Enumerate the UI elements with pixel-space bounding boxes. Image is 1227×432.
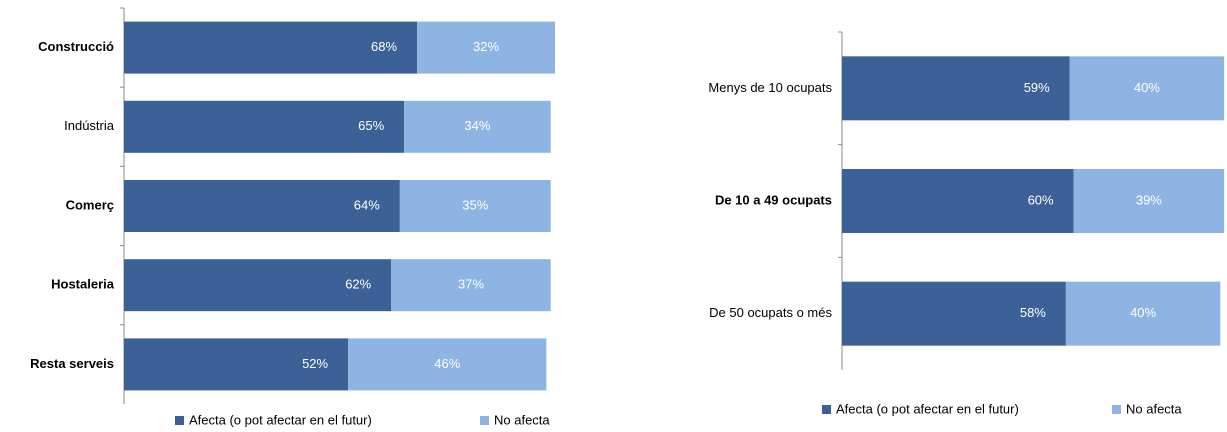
bar-segment (124, 259, 392, 312)
data-label: 46% (434, 356, 460, 371)
y-tick-label: De 50 ocupats o més (709, 305, 832, 320)
legend-swatch (175, 416, 184, 425)
data-label: 40% (1134, 80, 1160, 95)
y-tick-label: De 10 a 49 ocupats (715, 192, 832, 207)
legend-swatch (480, 416, 489, 425)
y-tick-label: Menys de 10 ocupats (708, 80, 832, 95)
bar-segment (348, 338, 547, 391)
data-label: 34% (464, 118, 490, 133)
bar-segment (404, 100, 551, 153)
y-tick-label: Comerç (66, 197, 114, 212)
bar-segment (842, 281, 1066, 346)
data-label: 52% (302, 356, 328, 371)
bar-segment (1069, 56, 1225, 121)
bar-segment (391, 259, 551, 312)
legend-label: Afecta (o pot afectar en el futur) (836, 401, 1019, 416)
data-label: 64% (354, 197, 380, 212)
data-label: 59% (1024, 80, 1050, 95)
data-label: 37% (458, 277, 484, 292)
data-label: 62% (345, 277, 371, 292)
bar-segment (417, 21, 555, 74)
y-tick-label: Indústria (64, 118, 115, 133)
bar-segment (124, 21, 418, 74)
bar-segment (124, 180, 400, 232)
legend-label: No afecta (1126, 401, 1182, 416)
bar-segment (1065, 281, 1221, 346)
y-tick-label: Construcció (38, 39, 114, 54)
y-tick-label: Resta serveis (30, 356, 114, 371)
legend-label: Afecta (o pot afectar en el futur) (189, 412, 372, 427)
data-label: 68% (371, 39, 397, 54)
legend-swatch (1112, 405, 1121, 414)
data-label: 58% (1020, 305, 1046, 320)
bar-segment (1073, 169, 1225, 233)
y-tick-label: Hostaleria (51, 277, 115, 292)
bar-segment (842, 56, 1070, 121)
bar-segment (124, 100, 405, 153)
data-label: 35% (462, 197, 488, 212)
data-label: 39% (1136, 192, 1162, 207)
data-label: 65% (358, 118, 384, 133)
legend-swatch (822, 405, 831, 414)
data-label: 60% (1028, 192, 1054, 207)
data-label: 32% (473, 39, 499, 54)
data-label: 40% (1130, 305, 1156, 320)
bar-segment (842, 169, 1074, 233)
bar-segment (124, 338, 349, 391)
legend-label: No afecta (494, 412, 550, 427)
bar-segment (399, 180, 551, 232)
